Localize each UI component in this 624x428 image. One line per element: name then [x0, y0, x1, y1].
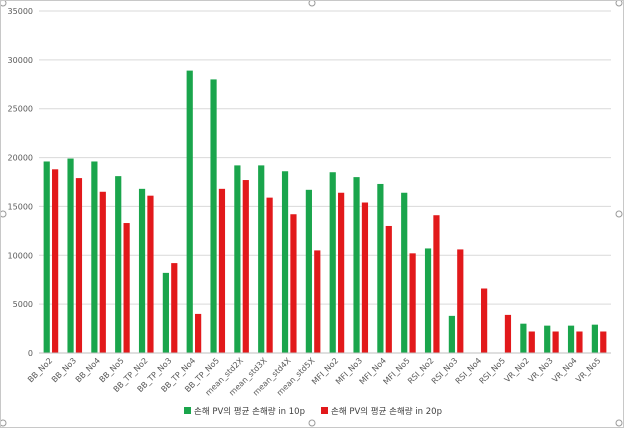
bar-10p-VR_No3 [544, 325, 551, 353]
bar-20p-mean_std4X [290, 214, 297, 353]
bar-10p-VR_No4 [567, 325, 575, 353]
bar-20p-RSI_No5 [504, 314, 512, 353]
x-tick-label: VR_No2 [503, 356, 531, 384]
gridlines [39, 10, 611, 305]
bar-20p-MFI_No4 [385, 225, 392, 353]
legend-label-20p: 손해 PV의 평균 손해량 in 20p [331, 406, 442, 417]
bar-20p-BB_TP_No2 [147, 195, 154, 353]
bar-10p-BB_No3 [67, 158, 74, 353]
resize-handle[interactable] [615, 1, 623, 7]
resize-handle[interactable] [308, 1, 316, 7]
bar-10p-VR_No5 [591, 324, 598, 353]
bar-20p-VR_No5 [600, 331, 607, 353]
y-tick-label: 30000 [8, 56, 33, 65]
bar-10p-RSI_No3 [448, 315, 455, 353]
bar-20p-mean_std5X [314, 250, 321, 353]
bar-10p-mean_std2X [234, 165, 241, 353]
legend-swatch-20p [321, 407, 328, 414]
legend: 손해 PV의 평균 손해량 in 10p 손해 PV의 평균 손해량 in 20p [184, 406, 442, 417]
y-tick-label: 25000 [8, 105, 33, 114]
bar-20p-BB_TP_No4 [195, 313, 202, 353]
bar-20p-BB_TP_No5 [218, 188, 226, 353]
bar-10p-BB_No4 [91, 161, 98, 353]
resize-handle[interactable] [1, 1, 7, 7]
x-axis-ticks: BB_No2BB_No3BB_No4BB_No5BB_TP_No2BB_TP_N… [26, 356, 602, 398]
resize-handle[interactable] [615, 419, 623, 427]
x-tick-label: VR_No3 [527, 356, 555, 384]
bar-20p-RSI_No4 [481, 288, 488, 353]
resize-handle[interactable] [615, 210, 623, 218]
resize-handle[interactable] [1, 419, 7, 427]
resize-handle[interactable] [308, 419, 316, 427]
bar-20p-VR_No4 [576, 331, 583, 353]
x-tick-label: BB_No3 [50, 356, 78, 384]
bar-20p-BB_No2 [52, 169, 59, 353]
bar-10p-BB_No2 [43, 161, 50, 353]
bar-10p-MFI_No5 [401, 192, 408, 353]
bar-20p-RSI_No2 [433, 215, 440, 353]
bar-20p-BB_No4 [99, 191, 106, 353]
x-tick-label: RSI_No5 [477, 356, 507, 386]
bar-20p-mean_std2X [242, 180, 249, 353]
bar-10p-BB_TP_No5 [210, 79, 217, 354]
bar-10p-BB_TP_No4 [186, 70, 193, 353]
resize-handle[interactable] [1, 210, 7, 218]
legend-label-10p: 손해 PV의 평균 손해량 in 10p [194, 406, 305, 417]
bar-10p-MFI_No2 [329, 172, 336, 353]
bar-20p-mean_std3X [266, 197, 273, 353]
bar-20p-RSI_No3 [457, 249, 464, 353]
bar-20p-VR_No2 [528, 331, 535, 353]
bar-10p-VR_No2 [520, 323, 527, 353]
y-tick-label: 0 [28, 349, 33, 358]
bar-10p-MFI_No4 [377, 183, 384, 353]
bar-20p-MFI_No2 [338, 192, 345, 353]
bar-20p-MFI_No3 [361, 202, 369, 353]
y-tick-label: 10000 [8, 251, 33, 260]
x-tick-label: VR_No4 [550, 356, 578, 384]
x-tick-label: BB_No4 [74, 356, 102, 384]
bar-10p-BB_No5 [115, 176, 122, 353]
y-tick-label: 15000 [8, 202, 33, 211]
y-tick-label: 35000 [8, 7, 33, 16]
bar-20p-BB_No5 [123, 223, 130, 353]
x-tick-label: BB_No2 [26, 356, 54, 384]
bars [43, 70, 607, 354]
bar-10p-MFI_No3 [353, 177, 360, 353]
legend-swatch-10p [184, 407, 191, 414]
bar-10p-mean_std5X [305, 189, 312, 353]
bar-10p-RSI_No2 [424, 248, 432, 353]
bar-20p-VR_No3 [552, 331, 559, 353]
bar-20p-BB_No3 [75, 178, 83, 353]
bar-20p-MFI_No5 [409, 253, 416, 353]
bar-10p-BB_TP_No2 [138, 188, 146, 353]
y-tick-label: 20000 [8, 154, 33, 163]
y-tick-label: 5000 [13, 300, 33, 309]
bar-10p-mean_std3X [258, 165, 265, 353]
bar-10p-mean_std4X [281, 171, 289, 353]
y-axis-ticks: 0 5000 10000 15000 20000 25000 30000 35000 [8, 7, 33, 358]
x-tick-label: VR_No5 [574, 356, 602, 384]
bar-20p-BB_TP_No3 [171, 263, 178, 353]
bar-10p-BB_TP_No3 [162, 272, 169, 353]
